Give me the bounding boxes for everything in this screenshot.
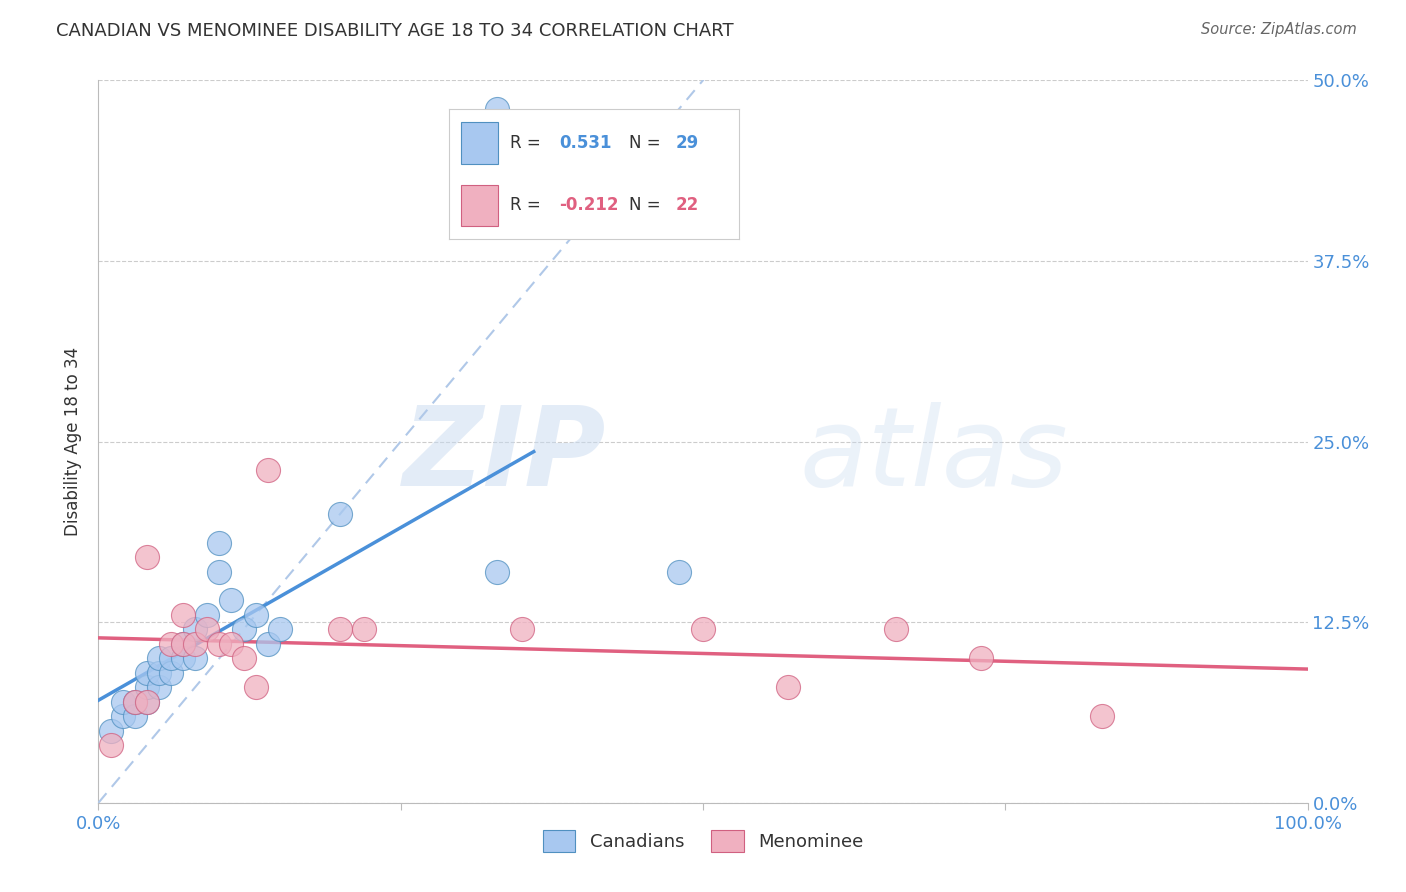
Point: [256, 463, 278, 477]
Point: [184, 637, 207, 651]
Point: [486, 565, 509, 579]
Point: [172, 637, 194, 651]
Point: [353, 623, 375, 637]
Point: [124, 709, 146, 723]
Point: [184, 651, 207, 665]
Point: [245, 607, 267, 622]
Point: [486, 102, 509, 116]
Point: [208, 535, 231, 549]
Point: [160, 651, 183, 665]
Point: [245, 680, 267, 694]
Point: [160, 637, 183, 651]
Point: [195, 607, 218, 622]
Point: [135, 695, 157, 709]
Point: [269, 623, 291, 637]
Point: [232, 651, 254, 665]
Point: [135, 550, 157, 565]
Text: Source: ZipAtlas.com: Source: ZipAtlas.com: [1201, 22, 1357, 37]
Text: CANADIAN VS MENOMINEE DISABILITY AGE 18 TO 34 CORRELATION CHART: CANADIAN VS MENOMINEE DISABILITY AGE 18 …: [56, 22, 734, 40]
Point: [232, 623, 254, 637]
Point: [111, 709, 134, 723]
Point: [172, 651, 194, 665]
Point: [111, 695, 134, 709]
Point: [221, 593, 243, 607]
Point: [208, 565, 231, 579]
Text: atlas: atlas: [800, 402, 1069, 509]
Point: [776, 680, 799, 694]
Y-axis label: Disability Age 18 to 34: Disability Age 18 to 34: [65, 347, 83, 536]
Point: [135, 665, 157, 680]
Point: [221, 637, 243, 651]
Point: [184, 623, 207, 637]
Point: [160, 665, 183, 680]
Point: [970, 651, 993, 665]
Point: [195, 623, 218, 637]
Point: [668, 565, 690, 579]
Point: [135, 680, 157, 694]
Text: ZIP: ZIP: [402, 402, 606, 509]
Legend: Canadians, Menominee: Canadians, Menominee: [536, 822, 870, 859]
Point: [510, 623, 533, 637]
Point: [208, 637, 231, 651]
Point: [256, 637, 278, 651]
Point: [124, 695, 146, 709]
Point: [329, 507, 352, 521]
Point: [886, 623, 908, 637]
Point: [100, 723, 122, 738]
Point: [135, 695, 157, 709]
Point: [148, 680, 170, 694]
Point: [1091, 709, 1114, 723]
Point: [172, 607, 194, 622]
Point: [148, 665, 170, 680]
Point: [100, 738, 122, 752]
Point: [148, 651, 170, 665]
Point: [124, 695, 146, 709]
Point: [172, 637, 194, 651]
Point: [692, 623, 714, 637]
Point: [329, 623, 352, 637]
